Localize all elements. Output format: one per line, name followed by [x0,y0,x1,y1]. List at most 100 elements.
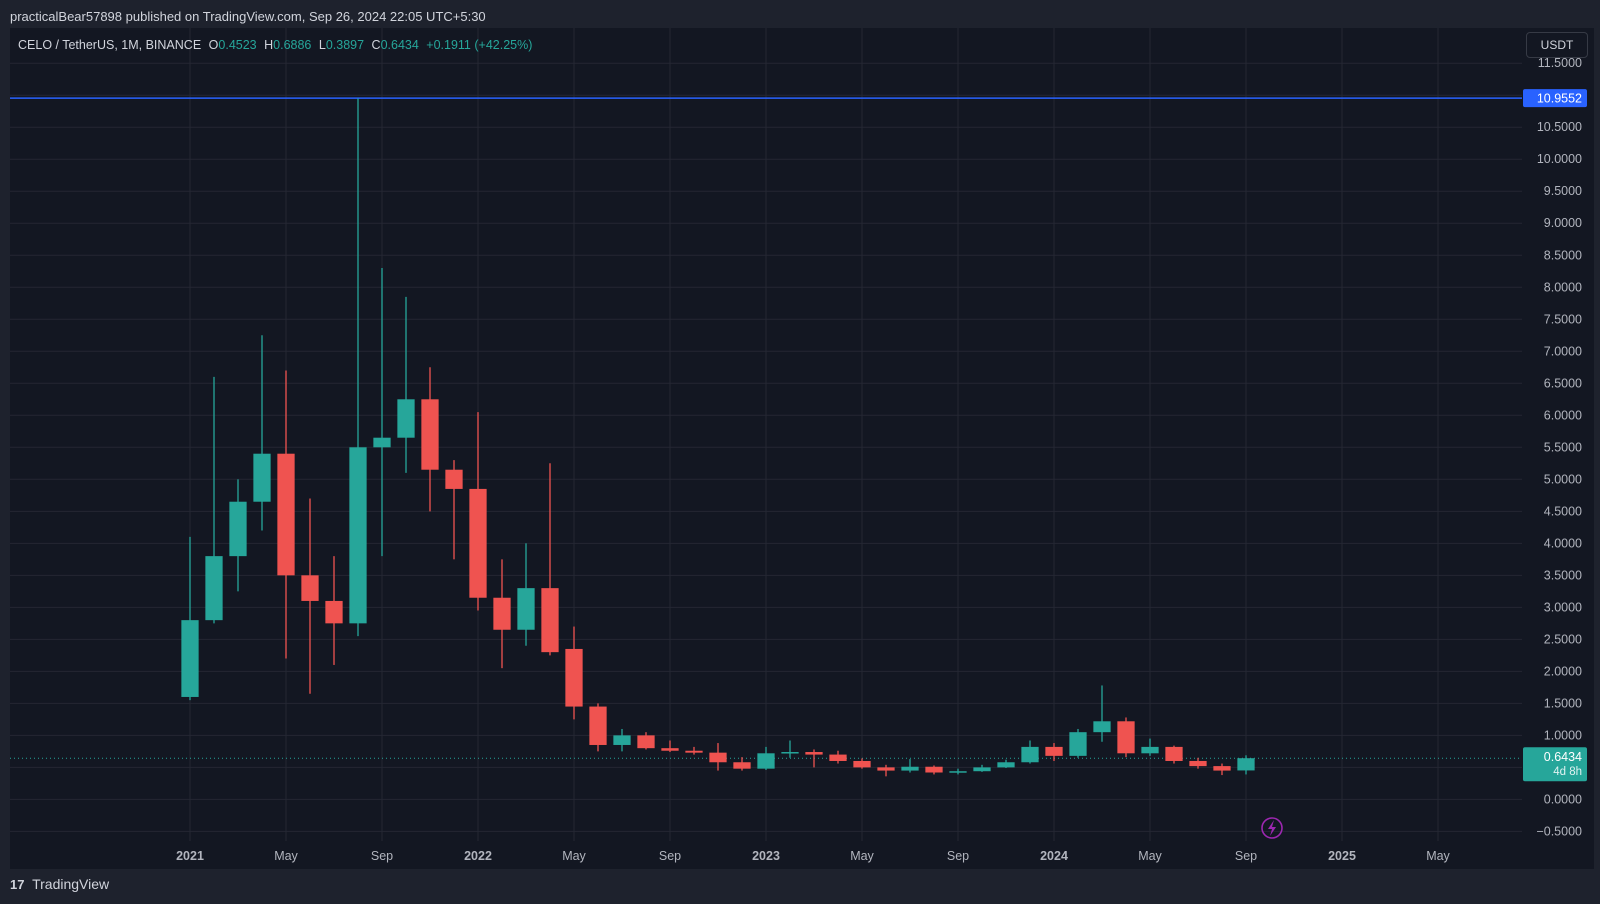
price-tick-label: 4.5000 [1544,504,1582,518]
open-value: 0.4523 [218,38,257,52]
time-tick-label: Sep [947,849,969,863]
candle-2023-08 [925,765,943,775]
candle-body [925,766,943,773]
change-value: +0.1911 (+42.25%) [426,38,533,52]
price-tick-label: 9.0000 [1544,216,1582,230]
candle-2023-10 [973,764,991,772]
time-axis-background [10,841,1522,869]
candle-2024-02 [1069,728,1087,758]
candle-2022-05 [565,626,583,720]
candle-body [1141,746,1159,754]
price-tick-label: 3.5000 [1544,568,1582,582]
candle-2022-03 [517,543,535,646]
candle-2023-11 [997,759,1015,769]
candle-body [565,648,583,707]
high-value: 0.6886 [273,38,312,52]
time-axis-labels: 2021 May Sep 2022 May Sep 2023 May Sep 2024 May Sep… [176,849,1450,863]
candle-body [781,752,799,754]
candle-body [1093,721,1111,733]
price-axis-background [1522,28,1594,841]
time-tick-label: Sep [1235,849,1257,863]
time-tick-label: 2023 [752,849,780,863]
footer-brand[interactable]: TradingView [32,876,110,892]
candle-2023-09 [949,768,967,775]
last-price-countdown: 4d 8h [1553,766,1582,778]
candle-2022-04 [541,463,559,656]
time-tick-label: May [274,849,298,863]
candle-body [469,488,487,598]
price-tick-label: 10.0000 [1537,152,1582,166]
candle-body [325,600,343,624]
candle-body [997,762,1015,768]
candle-body [1213,766,1231,771]
price-tick-label: 7.0000 [1544,344,1582,358]
candle-body [541,588,559,653]
time-tick-label: 2021 [176,849,204,863]
candle-2022-06 [589,703,607,752]
candle-2022-11 [709,743,727,771]
candle-2022-10 [685,746,703,755]
candle-2021-02 [205,376,223,624]
candle-body [205,556,223,621]
candle-2021-12 [445,460,463,560]
price-tick-label: 10.5000 [1537,120,1582,134]
candle-body [1165,746,1183,761]
candle-2024-09 [1237,755,1255,775]
last-price-badge [1523,747,1587,782]
candle-2024-06 [1165,745,1183,764]
candle-2022-01 [469,412,487,611]
candle-body [253,453,271,502]
candle-body [613,735,631,745]
price-tick-label: 3.0000 [1544,600,1582,614]
candle-body [301,575,319,601]
ohlc-legend: CELO / TetherUS, 1M, BINANCE O0.4523 H0.… [18,36,532,54]
candle-body [181,620,199,697]
candle-body [445,469,463,489]
time-tick-label: May [1426,849,1450,863]
candle-2021-09 [373,268,391,557]
candle-2023-01 [757,746,775,770]
price-tick-label: 8.0000 [1544,280,1582,294]
candle-2022-07 [613,728,631,752]
price-tick-label: 4.0000 [1544,536,1582,550]
price-tick-label: 9.5000 [1544,184,1582,198]
candle-2022-12 [733,757,751,771]
candle-2022-02 [493,559,511,669]
published-line: practicalBear57898 published on TradingV… [10,9,486,24]
low-label: L [318,38,326,52]
candle-body [1021,746,1039,763]
high-label: H [264,38,274,52]
candle-2021-06 [301,498,319,694]
candle-body [829,754,847,761]
candle-2021-05 [277,370,295,659]
lightning-icon[interactable] [1261,817,1283,839]
candle-body [733,762,751,769]
symbol-label[interactable]: CELO / TetherUS, 1M, BINANCE [18,38,202,52]
candle-body [277,453,295,576]
candle-2024-05 [1141,738,1159,756]
price-tick-label: 6.5000 [1544,376,1582,390]
candle-body [493,597,511,630]
candle-2022-09 [661,740,679,753]
candle-body [1069,732,1087,756]
time-tick-label: 2025 [1328,849,1356,863]
price-tick-label: 8.5000 [1544,248,1582,262]
candle-body [661,748,679,751]
time-tick-label: Sep [659,849,681,863]
price-tick-label: 0.0000 [1544,792,1582,806]
price-tick-label: 2.0000 [1544,664,1582,678]
time-tick-label: 2024 [1040,849,1068,863]
close-label: C [371,38,381,52]
last-price-value: 0.6434 [1544,750,1582,764]
candle-body [517,588,535,630]
time-tick-label: May [562,849,586,863]
candle-2022-08 [637,732,655,750]
price-tick-label: −0.5000 [1536,824,1582,838]
candle-body [949,771,967,773]
candle-body [589,706,607,745]
candle-body [1045,746,1063,756]
price-tick-label: 5.0000 [1544,472,1582,486]
currency-button[interactable]: USDT [1526,32,1588,58]
footer: 17 TradingView [0,870,1600,904]
